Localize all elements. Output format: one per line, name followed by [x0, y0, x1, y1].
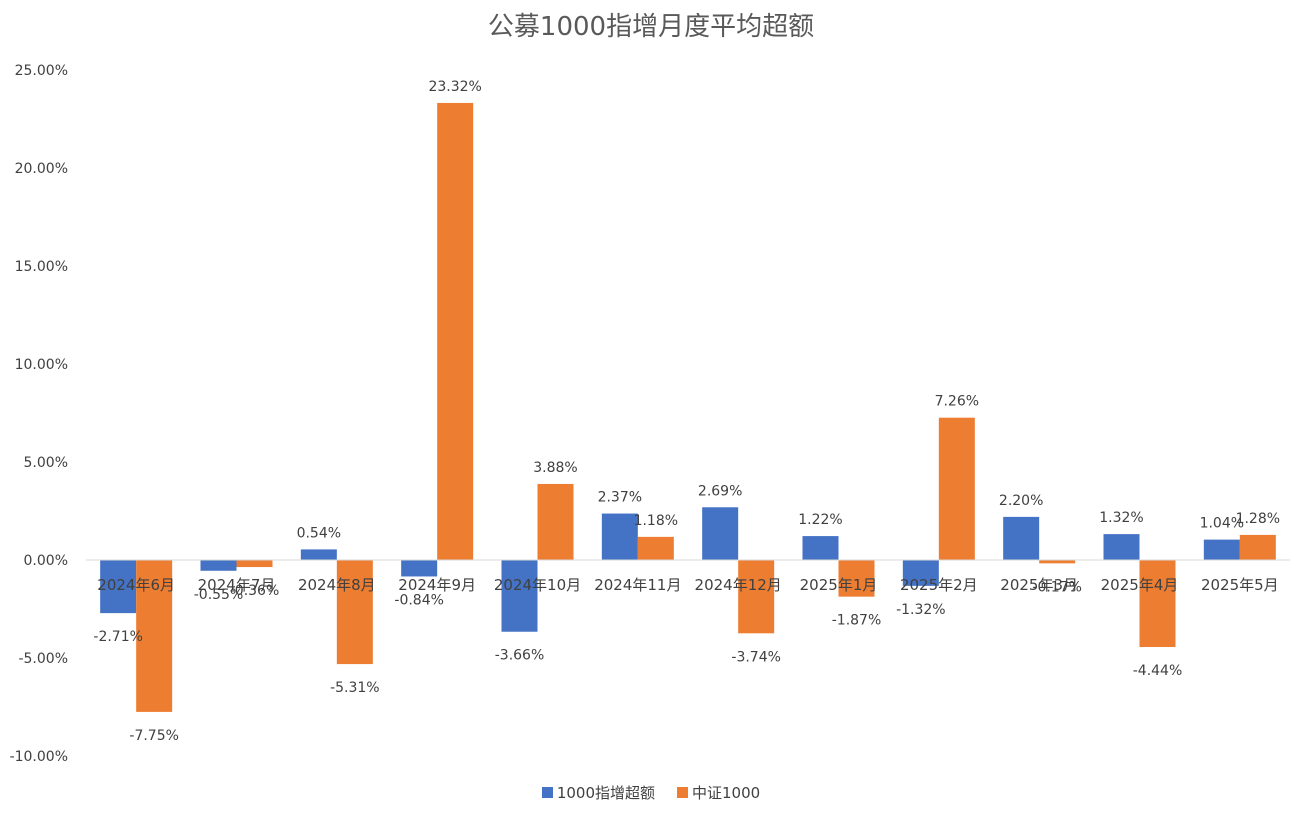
legend-item-series-1: 1000指增超额 [541, 782, 655, 803]
data-label-2-3: -5.31% [330, 680, 380, 696]
bar-1-8 [802, 536, 839, 560]
bar-1-7 [702, 507, 739, 560]
bar-chart-plot: 25.00% 20.00% 15.00% 10.00% 5.00% 0.00% -5.00%… [10, 63, 1290, 765]
x-category-label: 2024年8月 [298, 576, 376, 594]
data-label-2-6: 1.18% [634, 513, 678, 529]
data-label-1-10: 2.20% [999, 493, 1043, 509]
bar-2-5 [537, 483, 574, 560]
bar-2-1 [136, 560, 173, 712]
data-label-2-4: 23.32% [428, 79, 481, 95]
x-category-label: 2025年1月 [800, 576, 878, 594]
bar-1-1 [100, 560, 137, 614]
data-label-1-9: -1.32% [896, 602, 946, 618]
data-label-2-9: 7.26% [935, 394, 979, 410]
data-label-1-4: -0.84% [394, 592, 444, 608]
bar-2-7 [738, 560, 775, 634]
x-category-label: 2024年10月 [494, 576, 581, 594]
x-category-label: 2025年5月 [1201, 576, 1279, 594]
x-category-label: 2025年2月 [900, 576, 978, 594]
chart-title: 公募1000指增月度平均超额 [487, 12, 815, 42]
bar-1-3 [300, 549, 337, 560]
x-category-label: 2024年11月 [594, 576, 681, 594]
data-label-2-2: -0.36% [230, 583, 280, 599]
data-label-1-12: 1.04% [1200, 516, 1244, 532]
bar-1-2 [200, 560, 237, 571]
data-label-2-7: -3.74% [731, 649, 781, 665]
data-label-2-5: 3.88% [533, 460, 577, 476]
bar-1-5 [501, 560, 538, 632]
legend-item-series-2: 中证1000 [677, 782, 760, 803]
bar-2-2 [236, 560, 273, 568]
legend-label-series-1: 1000指增超额 [556, 784, 655, 802]
legend-swatch-series-1 [541, 787, 553, 798]
data-label-1-7: 2.69% [698, 483, 742, 499]
bar-2-9 [938, 417, 975, 560]
bar-2-4 [437, 102, 474, 561]
data-label-1-6: 2.37% [598, 490, 642, 506]
data-label-1-5: -3.66% [495, 648, 545, 664]
bar-2-8 [838, 560, 875, 597]
x-category-label: 2024年12月 [695, 576, 782, 594]
x-category-label: 2024年9月 [398, 576, 476, 594]
data-label-2-1: -7.75% [129, 728, 179, 744]
data-label-1-11: 1.32% [1099, 510, 1143, 526]
y-tick-label: -10.00% [10, 749, 68, 765]
bar-1-9 [902, 560, 939, 586]
chart-legend: 1000指增超额 中证1000 [0, 782, 1302, 803]
bar-1-11 [1103, 534, 1140, 560]
y-tick-label: -5.00% [18, 651, 68, 667]
data-label-2-12: 1.28% [1236, 511, 1280, 527]
data-label-1-3: 0.54% [297, 525, 341, 541]
data-label-1-8: 1.22% [798, 512, 842, 528]
bar-1-4 [401, 560, 438, 577]
x-category-label: 2025年4月 [1101, 576, 1179, 594]
data-label-1-1: -2.71% [93, 629, 143, 645]
y-tick-label: 20.00% [15, 161, 68, 177]
x-category-label: 2024年6月 [97, 576, 175, 594]
legend-label-series-2: 中证1000 [692, 784, 761, 802]
bar-1-12 [1203, 539, 1240, 560]
legend-swatch-series-2 [677, 787, 688, 798]
bar-1-6 [601, 513, 638, 560]
y-tick-label: 15.00% [15, 259, 68, 275]
bar-2-3 [336, 560, 373, 665]
bar-2-10 [1039, 560, 1076, 564]
y-tick-label: 10.00% [15, 357, 68, 373]
data-label-2-8: -1.87% [832, 613, 882, 629]
x-category-label: 2025年3月 [1000, 576, 1078, 594]
y-tick-label: 5.00% [24, 455, 68, 471]
y-tick-label: 0.00% [24, 553, 68, 569]
x-category-label: 2024年7月 [198, 576, 276, 594]
bar-1-10 [1003, 516, 1040, 560]
bar-2-11 [1139, 560, 1176, 648]
data-label-1-2: -0.55% [194, 587, 244, 603]
bar-2-12 [1239, 534, 1276, 560]
y-tick-label: 25.00% [15, 63, 68, 79]
data-label-2-11: -4.44% [1133, 663, 1183, 679]
data-label-2-10: -0.17% [1032, 579, 1082, 595]
bar-2-6 [637, 536, 674, 560]
